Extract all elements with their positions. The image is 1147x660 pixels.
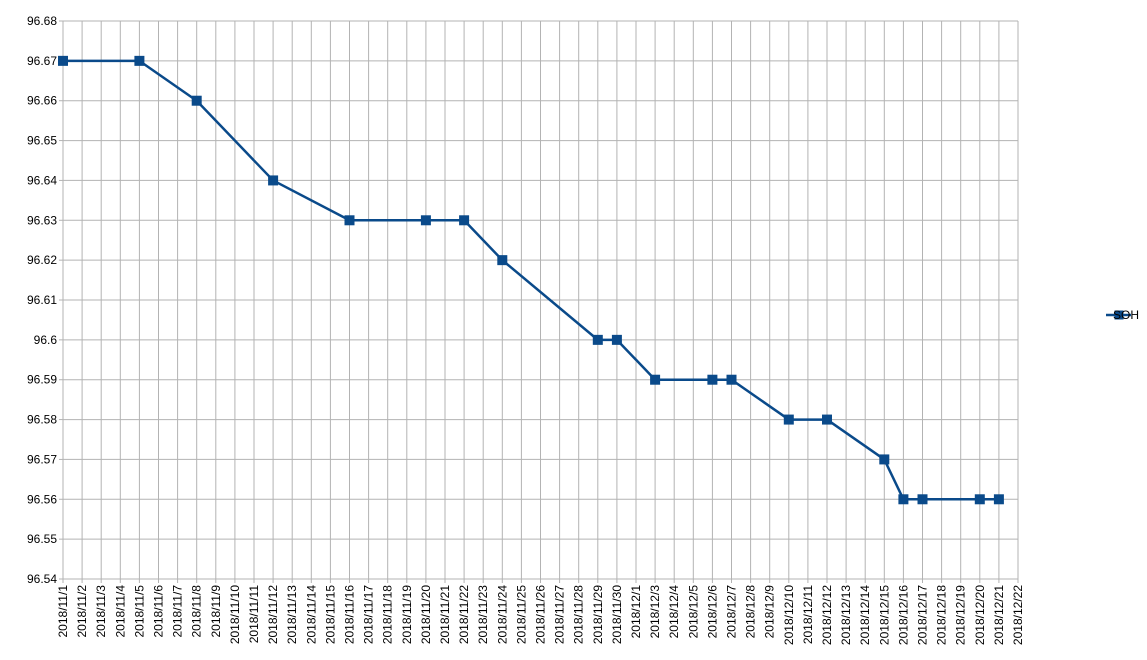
data-point-marker	[592, 334, 603, 345]
data-point-marker	[898, 494, 909, 505]
y-tick-label: 96.67	[27, 54, 57, 68]
x-tick-label: 2018/11/8	[190, 585, 204, 638]
x-tick-label: 2018/11/13	[285, 585, 299, 644]
chart-axes	[59, 20, 1019, 583]
x-tick-label: 2018/11/26	[534, 585, 548, 644]
legend-series-marker	[1114, 310, 1124, 320]
data-point-marker	[611, 334, 622, 345]
x-tick-label: 2018/11/27	[553, 585, 567, 644]
y-tick-label: 96.56	[27, 492, 57, 506]
x-tick-label: 2018/12/4	[667, 585, 681, 639]
x-tick-label: 2018/12/12	[820, 585, 834, 645]
y-tick-label: 96.64	[27, 173, 57, 187]
data-point-marker	[134, 55, 145, 66]
x-tick-label: 2018/11/30	[610, 585, 624, 644]
x-tick-label: 2018/11/10	[228, 585, 242, 644]
x-tick-label: 2018/11/2	[75, 585, 89, 638]
x-tick-label: 2018/12/21	[992, 585, 1006, 645]
x-tick-label: 2018/11/22	[457, 585, 471, 644]
x-tick-label: 2018/11/11	[247, 585, 261, 644]
x-tick-label: 2018/12/20	[973, 585, 987, 645]
x-tick-label: 2018/12/7	[725, 585, 739, 639]
x-tick-label: 2018/12/17	[916, 585, 930, 645]
data-point-marker	[268, 175, 279, 186]
y-tick-label: 96.66	[27, 94, 57, 108]
x-tick-label: 2018/12/5	[686, 585, 700, 639]
chart-legend: SOH	[1106, 308, 1139, 322]
data-point-marker	[420, 215, 431, 226]
data-point-marker	[783, 414, 794, 425]
x-tick-label: 2018/11/4	[113, 585, 127, 638]
data-point-marker	[58, 55, 68, 66]
x-tick-label: 2018/11/9	[209, 585, 223, 638]
x-tick-label: 2018/12/18	[935, 585, 949, 645]
y-tick-label: 96.6	[34, 333, 58, 347]
chart-series	[58, 55, 1004, 505]
data-point-marker	[993, 494, 1004, 505]
x-tick-label: 2018/12/11	[801, 585, 815, 644]
data-point-marker	[707, 374, 718, 385]
y-tick-label: 96.68	[27, 14, 57, 28]
series-line-soh	[63, 59, 999, 501]
x-tick-label: 2018/11/16	[343, 585, 357, 644]
data-point-marker	[917, 494, 928, 505]
x-tick-label: 2018/11/24	[495, 585, 509, 644]
x-tick-label: 2018/11/25	[514, 585, 528, 644]
x-tick-label: 2018/12/19	[954, 585, 968, 645]
x-tick-label: 2018/11/19	[400, 585, 414, 644]
x-tick-label: 2018/12/1	[629, 585, 643, 639]
x-tick-label: 2018/11/23	[476, 585, 490, 644]
x-tick-label: 2018/11/28	[572, 585, 586, 644]
x-tick-label: 2018/12/3	[648, 585, 662, 639]
x-tick-label: 2018/11/6	[152, 585, 166, 638]
x-tick-label: 2018/12/15	[877, 585, 891, 645]
x-tick-label: 2018/12/22	[1011, 585, 1025, 645]
x-tick-label: 2018/12/13	[839, 585, 853, 645]
data-point-marker	[726, 374, 737, 385]
y-tick-label: 96.55	[27, 532, 57, 546]
x-tick-label: 2018/11/15	[323, 585, 337, 644]
x-axis-tick-labels: 2018/11/1 2018/11/2 2018/11/3 2018/11/4 2018…	[56, 585, 1025, 645]
x-tick-label: 2018/12/8	[744, 585, 758, 639]
x-tick-label: 2018/11/7	[171, 585, 185, 638]
x-tick-label: 2018/11/1	[56, 585, 70, 638]
y-axis-tick-labels: 96.54 96.55 96.56 96.57 96.58 96.59 96.6 96.61 9…	[27, 14, 57, 586]
y-tick-label: 96.63	[27, 213, 57, 227]
data-point-marker	[650, 374, 661, 385]
data-point-marker	[191, 95, 202, 106]
data-point-marker	[974, 494, 985, 505]
x-tick-label: 2018/11/3	[94, 585, 108, 638]
y-tick-label: 96.65	[27, 134, 57, 148]
x-tick-label: 2018/11/18	[381, 585, 395, 644]
y-tick-label: 96.62	[27, 253, 57, 267]
x-tick-label: 2018/11/5	[132, 585, 146, 638]
chart-gridlines	[62, 20, 1019, 580]
x-tick-label: 2018/12/6	[705, 585, 719, 639]
x-tick-label: 2018/12/9	[763, 585, 777, 639]
y-tick-label: 96.58	[27, 413, 57, 427]
y-tick-label: 96.59	[27, 373, 57, 387]
x-tick-label: 2018/11/29	[591, 585, 605, 644]
x-tick-label: 2018/11/21	[438, 585, 452, 644]
data-point-marker	[497, 255, 508, 266]
y-tick-label: 96.61	[27, 293, 57, 307]
x-tick-label: 2018/12/10	[782, 585, 796, 645]
legend-series-label: SOH	[1113, 308, 1139, 322]
x-tick-label: 2018/11/14	[304, 585, 318, 644]
data-point-marker	[344, 215, 355, 226]
y-tick-label: 96.54	[27, 572, 57, 586]
x-tick-label: 2018/12/16	[896, 585, 910, 645]
y-tick-label: 96.57	[27, 452, 57, 466]
x-tick-label: 2018/11/17	[362, 585, 376, 644]
x-tick-label: 2018/11/20	[419, 585, 433, 644]
data-point-marker	[822, 414, 832, 425]
x-tick-label: 2018/11/12	[266, 585, 280, 644]
data-point-marker	[459, 215, 470, 226]
x-tick-label: 2018/12/14	[858, 585, 872, 645]
data-point-marker	[879, 454, 890, 465]
